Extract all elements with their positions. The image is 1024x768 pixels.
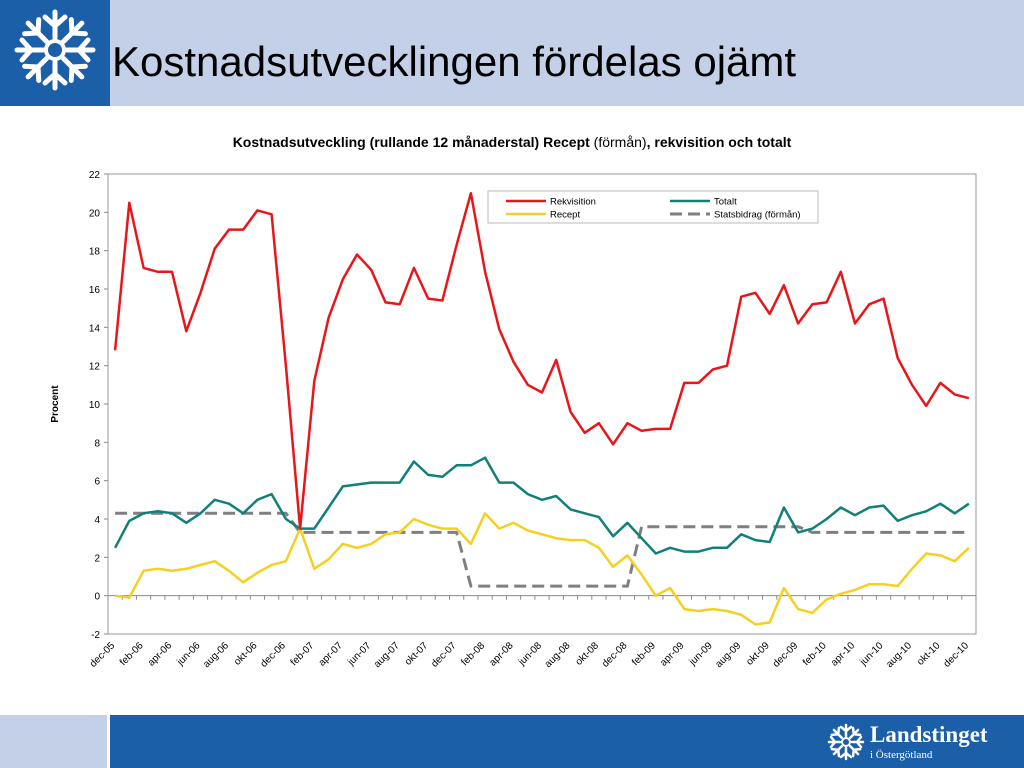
x-tick-label: feb-08 [459,640,487,668]
series-line-totalt [113,456,970,555]
x-tick-label: feb-07 [289,640,317,668]
brand-logo: Landstinget i Östergötland [826,720,1016,764]
chart-title-part1: Kostnadsutveckling (rullande 12 månaders… [232,134,590,150]
footer-band [110,715,1024,768]
x-tick-label: jun-06 [174,640,202,668]
x-tick-label: aug-08 [543,640,573,670]
x-tick-label: dec-10 [942,640,972,670]
y-tick-label: 16 [89,285,101,296]
x-tick-label: apr-08 [487,640,516,669]
legend-label: Totalt [714,197,737,208]
y-tick-label: -2 [91,630,100,641]
snowflake-logo-icon [827,723,865,761]
x-tick-label: feb-06 [118,640,146,668]
x-tick-label: okt-07 [403,640,431,668]
x-tick-label: apr-07 [317,640,346,669]
chart-title-part2: (förmån) [589,134,647,150]
x-tick-label: okt-08 [574,640,602,668]
x-tick-label: dec-06 [259,640,289,670]
plot-area [107,173,977,635]
y-tick-label: 8 [94,438,100,449]
series-line-statsbidrag-f-rm-n- [115,511,969,588]
y-axis-label: Procent [50,385,61,423]
x-tick-label: dec-05 [88,640,118,670]
series-line-recept [114,512,970,626]
x-tick-label: apr-06 [146,640,175,669]
footer-left-block [0,715,107,768]
brand-name: Landstinget [870,722,988,747]
brand-subtitle: i Östergötland [870,749,933,761]
chart-title: Kostnadsutveckling (rullande 12 månaders… [0,134,1024,150]
x-tick-label: apr-09 [658,640,687,669]
y-tick-label: 2 [94,553,100,564]
y-tick-label: 4 [94,515,100,526]
x-tick-label: jun-09 [687,640,715,668]
x-tick-label: okt-10 [915,640,943,668]
legend-box [487,190,819,224]
logo-box [0,0,110,106]
x-tick-label: dec-08 [600,640,630,670]
y-tick-label: 18 [89,247,101,258]
x-tick-label: aug-06 [201,640,231,670]
x-tick-label: aug-10 [884,640,914,670]
x-tick-label: feb-09 [630,640,658,668]
x-tick-label: jun-10 [857,640,885,668]
x-tick-label: okt-09 [744,640,772,668]
y-tick-label: 6 [94,477,100,488]
y-tick-label: 12 [89,362,101,373]
x-tick-label: aug-07 [372,640,402,670]
x-tick-label: feb-10 [801,640,829,668]
x-tick-label: jun-07 [345,640,373,668]
x-tick-label: aug-09 [714,640,744,670]
legend-label: Rekvisition [550,197,596,208]
y-tick-label: 14 [89,323,101,334]
slide-title: Kostnadsutvecklingen fördelas ojämt [112,38,797,85]
chart-title-part3: , rekvisition och totalt [646,134,792,150]
legend-label: Recept [550,210,580,221]
title-band [110,0,1024,106]
series-line-rekvisition [113,191,970,530]
y-tick-label: 0 [94,592,100,603]
x-tick-label: okt-06 [232,640,260,668]
x-tick-label: dec-09 [771,640,801,670]
slide-header: Kostnadsutvecklingen fördelas ojämt [0,0,1024,106]
legend-label: Statsbidrag (förmån) [714,210,801,221]
x-tick-label: apr-10 [829,640,858,669]
snowflake-logo-icon [0,9,110,106]
x-tick-label: jun-08 [516,640,544,668]
y-tick-label: 22 [89,170,101,181]
y-tick-label: 10 [89,400,101,411]
y-tick-label: 20 [89,208,101,219]
x-tick-label: dec-07 [429,640,459,670]
